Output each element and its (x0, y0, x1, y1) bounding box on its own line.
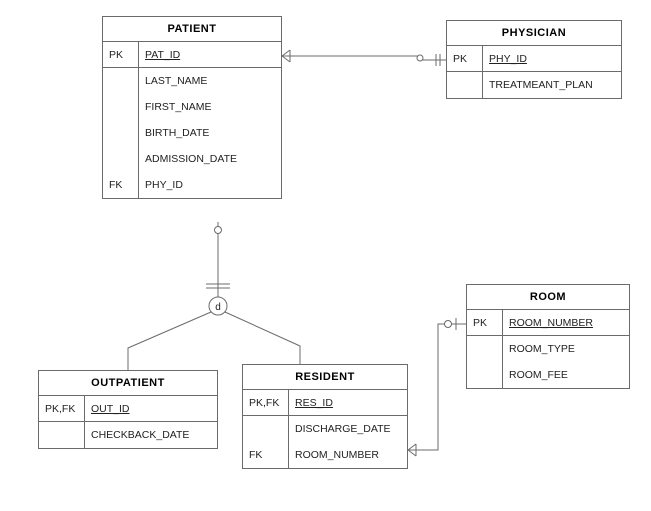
key-cell: FK (103, 172, 138, 198)
key-cell: PK,FK (243, 390, 288, 416)
entity-patient: PATIENT PK FK PAT_ID LAST_NAME FIRST_NAM… (102, 16, 282, 199)
key-cell (103, 68, 138, 94)
er-diagram-canvas: d PATIENT PK FK PAT_ID LAST_NAME FIRST_N… (0, 0, 651, 511)
attr-cell: ROOM_NUMBER (503, 310, 629, 336)
attr-cell: FIRST_NAME (139, 94, 281, 120)
entity-patient-title: PATIENT (103, 17, 281, 42)
specialization-d-label: d (215, 302, 221, 313)
key-cell (467, 336, 502, 362)
key-cell (103, 120, 138, 146)
key-cell (447, 72, 482, 98)
attr-cell: DISCHARGE_DATE (289, 416, 407, 442)
attr-cell: ADMISSION_DATE (139, 146, 281, 172)
attr-cell: CHECKBACK_DATE (85, 422, 217, 448)
key-cell: PK (447, 46, 482, 72)
key-cell (103, 146, 138, 172)
attr-cell: PHY_ID (483, 46, 621, 72)
entity-room-title: ROOM (467, 285, 629, 310)
attr-cell: ROOM_FEE (503, 362, 629, 388)
attr-cell: BIRTH_DATE (139, 120, 281, 146)
attr-cell: OUT_ID (85, 396, 217, 422)
key-cell (467, 362, 502, 388)
attr-cell: ROOM_TYPE (503, 336, 629, 362)
key-cell: FK (243, 442, 288, 468)
attr-cell: TREATMEANT_PLAN (483, 72, 621, 98)
attr-cell: PAT_ID (139, 42, 281, 68)
entity-physician-title: PHYSICIAN (447, 21, 621, 46)
attr-cell: PHY_ID (139, 172, 281, 198)
attr-cell: RES_ID (289, 390, 407, 416)
entity-physician: PHYSICIAN PK PHY_ID TREATMEANT_PLAN (446, 20, 622, 99)
key-cell (243, 416, 288, 442)
key-cell (103, 94, 138, 120)
key-cell (39, 422, 84, 448)
entity-room: ROOM PK ROOM_NUMBER ROOM_TYPE ROOM_FEE (466, 284, 630, 389)
attr-cell: LAST_NAME (139, 68, 281, 94)
entity-outpatient-title: OUTPATIENT (39, 371, 217, 396)
entity-resident: RESIDENT PK,FK FK RES_ID DISCHARGE_DATE … (242, 364, 408, 469)
key-cell: PK,FK (39, 396, 84, 422)
entity-resident-title: RESIDENT (243, 365, 407, 390)
attr-cell: ROOM_NUMBER (289, 442, 407, 468)
key-cell: PK (467, 310, 502, 336)
key-cell: PK (103, 42, 138, 68)
entity-outpatient: OUTPATIENT PK,FK OUT_ID CHECKBACK_DATE (38, 370, 218, 449)
